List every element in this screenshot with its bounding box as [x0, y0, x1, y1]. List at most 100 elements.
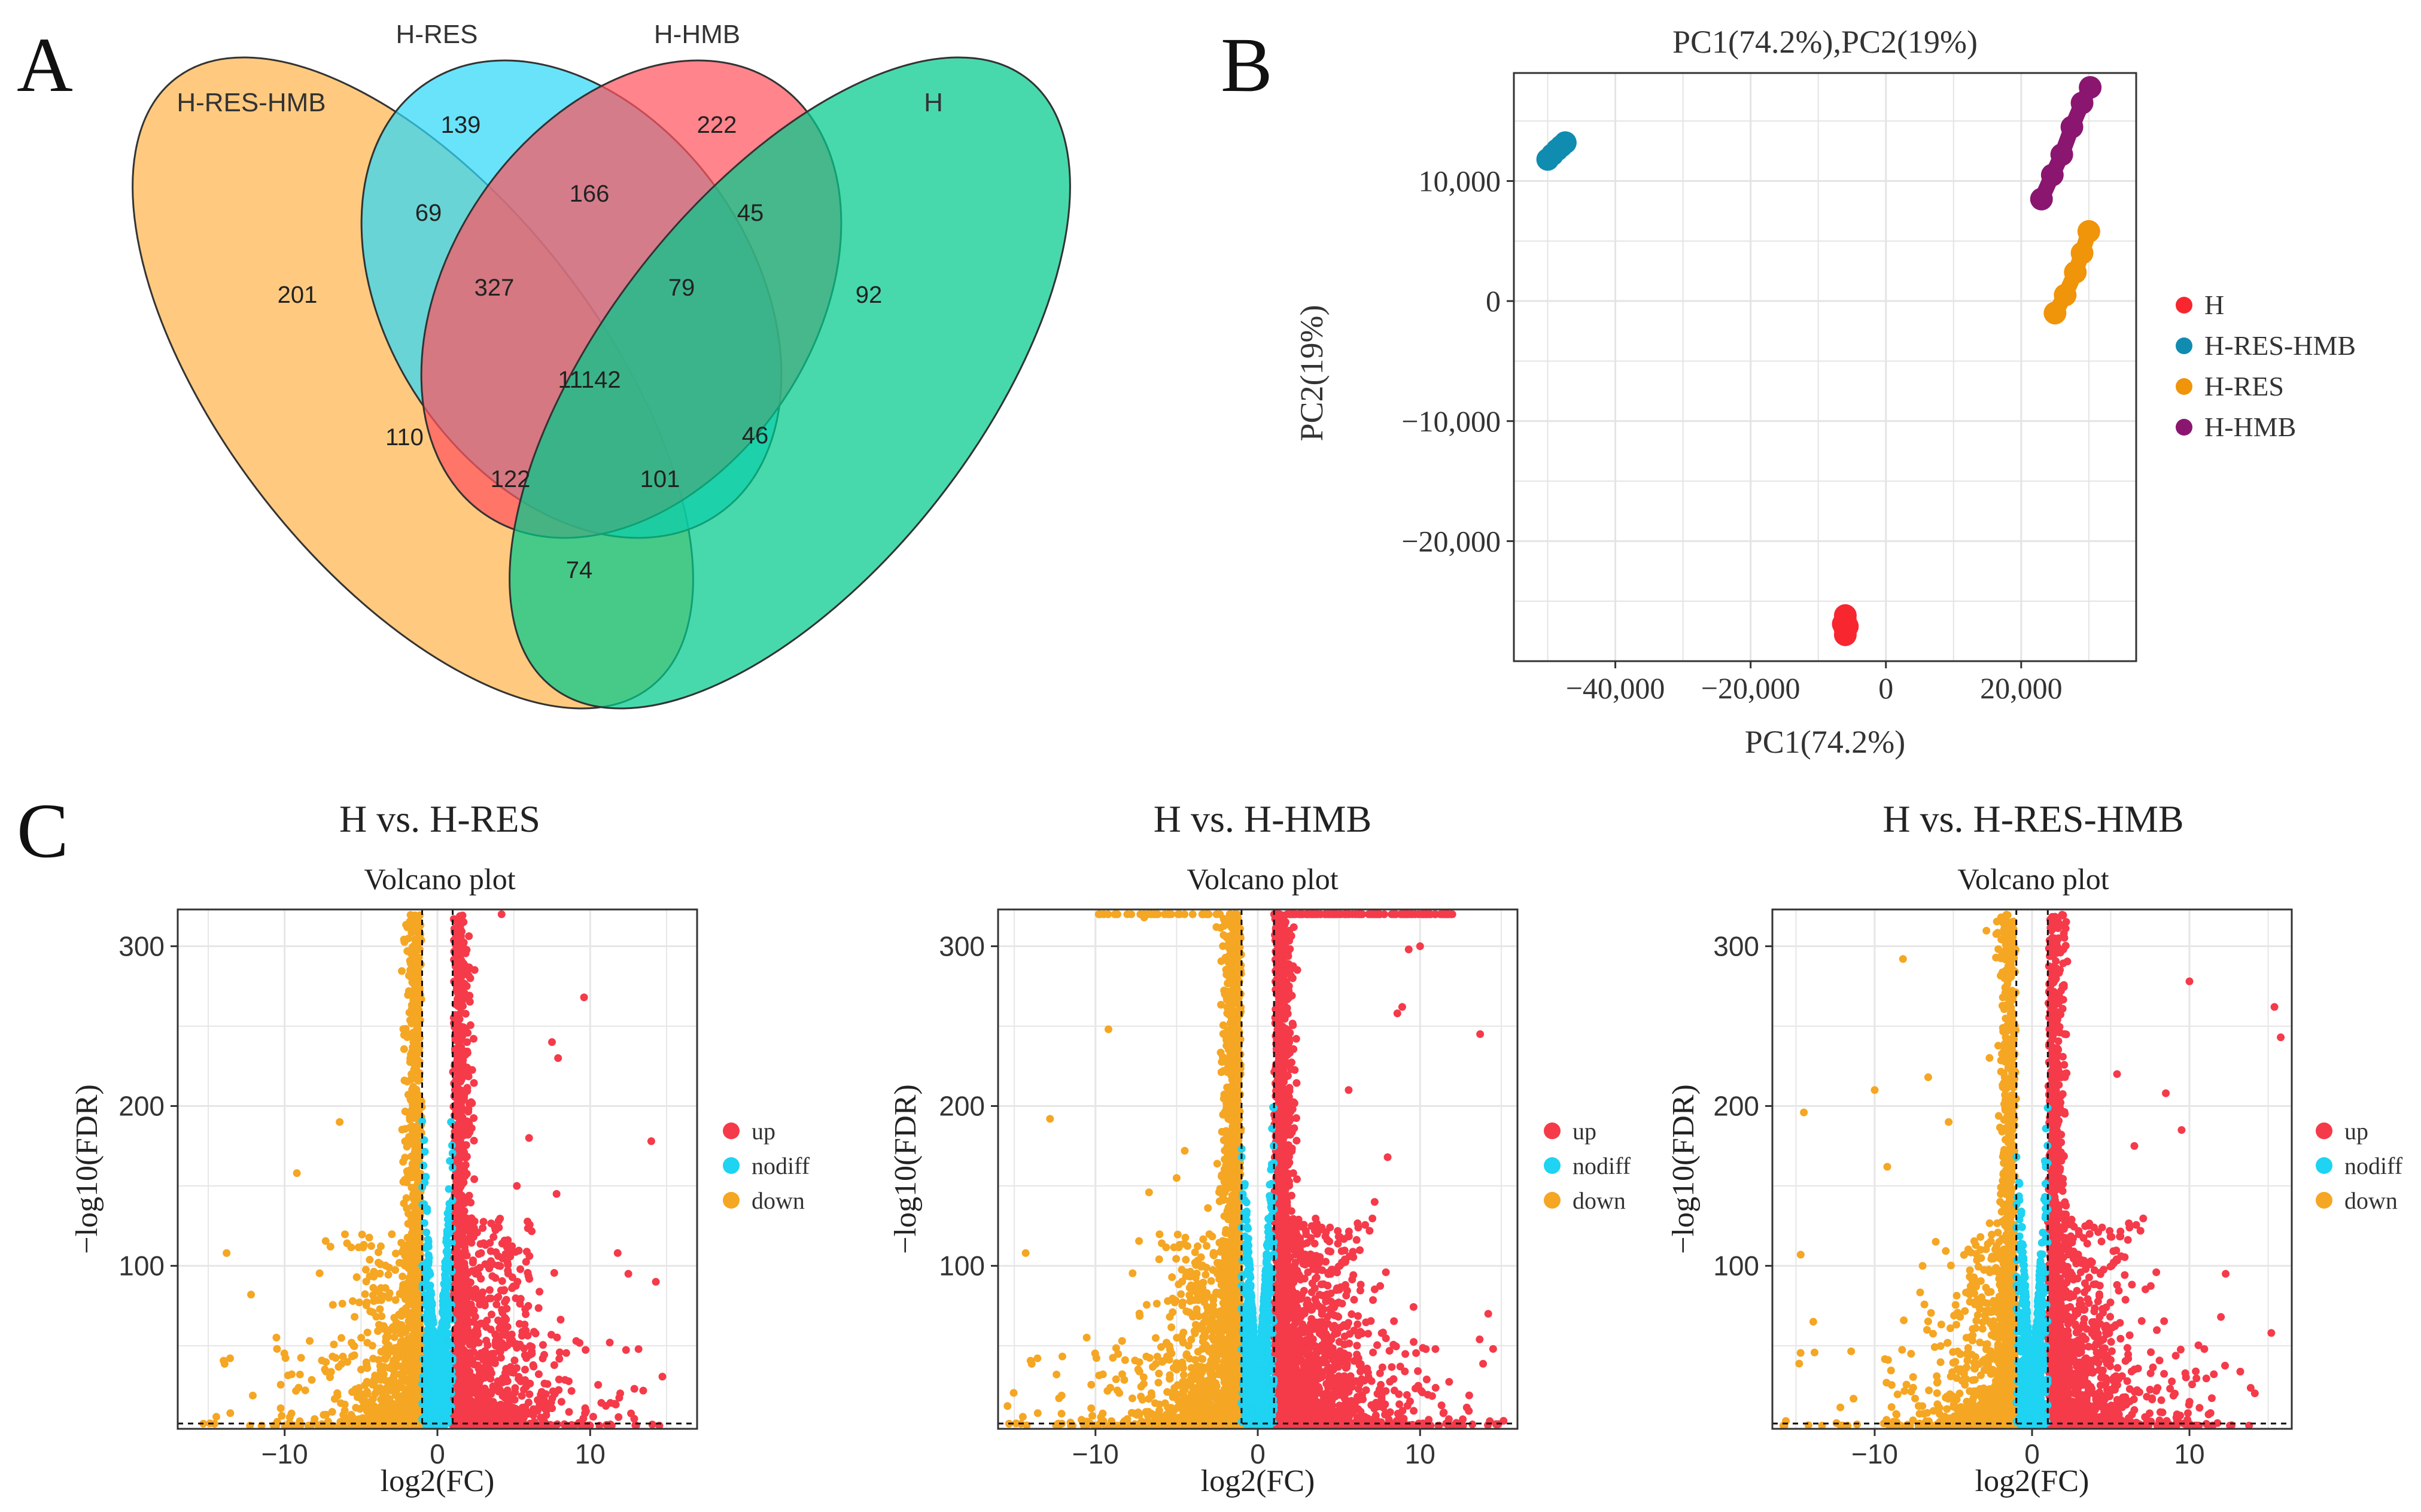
- pca-point: [1553, 131, 1577, 154]
- volcano-point: [383, 1326, 391, 1334]
- volcano-point: [483, 1394, 492, 1403]
- volcano-point: [333, 1392, 342, 1400]
- volcano-point: [369, 1355, 378, 1363]
- volcano-point: [402, 1304, 410, 1312]
- volcano-point: [555, 1386, 563, 1394]
- volcano-point: [510, 1356, 519, 1365]
- volcano-point: [555, 1375, 563, 1383]
- volcano-point: [494, 1261, 502, 1270]
- volcano-point: [536, 1288, 544, 1296]
- volcano-point: [471, 1313, 479, 1321]
- volcano-point: [470, 1136, 478, 1145]
- volcano-point: [400, 1031, 408, 1039]
- panel-label-a: A: [17, 22, 73, 108]
- volcano-point: [220, 1359, 229, 1368]
- volcano-point: [409, 1228, 417, 1236]
- volcano-point: [414, 1129, 422, 1137]
- volcano-point: [329, 1352, 337, 1361]
- volcano-point: [648, 1420, 656, 1429]
- volcano-point: [567, 1387, 576, 1395]
- volcano-point: [468, 1066, 476, 1074]
- volcano-point: [397, 1259, 406, 1267]
- volcano-point: [627, 1409, 635, 1417]
- venn-region-value: 101: [640, 466, 680, 492]
- pca-frame: [1513, 72, 2137, 662]
- volcano-point: [403, 947, 412, 956]
- volcano-point: [467, 1349, 475, 1357]
- volcano-point: [358, 1396, 367, 1404]
- volcano-point: [461, 1172, 469, 1181]
- volcano-point: [494, 1316, 502, 1325]
- volcano-point: [453, 917, 461, 926]
- volcano-point: [377, 1395, 385, 1404]
- volcano-point: [378, 1367, 387, 1375]
- volcano-point: [484, 1362, 492, 1370]
- volcano-point: [376, 1305, 384, 1313]
- volcano-point: [455, 1145, 464, 1154]
- volcano-point: [401, 1154, 409, 1162]
- volcano-point: [367, 1242, 375, 1250]
- volcano-point: [470, 1114, 478, 1122]
- volcano-point: [524, 1218, 532, 1226]
- volcano-point: [530, 1328, 538, 1336]
- volcano-point: [469, 1258, 477, 1267]
- volcano-point: [460, 1346, 468, 1354]
- volcano-point: [363, 1361, 371, 1369]
- volcano-point: [395, 1405, 403, 1414]
- volcano-point: [359, 1243, 367, 1252]
- volcano-point: [479, 1356, 488, 1364]
- volcano-point: [500, 1286, 509, 1294]
- volcano-point: [492, 1248, 500, 1257]
- volcano-point: [398, 967, 406, 975]
- venn-region-value: 45: [737, 200, 764, 226]
- volcano-point: [508, 1273, 516, 1282]
- volcano-point: [351, 1313, 359, 1321]
- volcano-point: [495, 1386, 504, 1394]
- volcano-point: [461, 1305, 469, 1313]
- volcano-point: [524, 1398, 533, 1407]
- volcano-point: [467, 1098, 475, 1106]
- legend-marker: [2176, 297, 2192, 314]
- volcano-point: [378, 1412, 386, 1420]
- volcano-point: [548, 1394, 556, 1403]
- volcano-point: [463, 1084, 472, 1092]
- volcano-point: [297, 1353, 305, 1362]
- volcano-point: [338, 1300, 346, 1308]
- volcano-point: [454, 964, 462, 972]
- venn-region-value: 166: [570, 181, 610, 207]
- volcano-point: [567, 1420, 576, 1429]
- volcano-point: [494, 1293, 503, 1301]
- volcano-point: [337, 1334, 345, 1342]
- volcano-point: [463, 1152, 471, 1161]
- volcano-point: [472, 1333, 480, 1341]
- volcano-point: [390, 1333, 399, 1341]
- volcano-point: [352, 1273, 361, 1281]
- volcano-point: [511, 1248, 519, 1256]
- volcano-point: [449, 1019, 458, 1027]
- volcano-point: [555, 1348, 564, 1356]
- venn-set-label: H-HMB: [654, 20, 740, 49]
- volcano-point: [408, 1387, 416, 1395]
- volcano-point: [504, 1261, 512, 1269]
- volcano-point: [473, 1228, 481, 1237]
- volcano-point: [518, 1392, 526, 1400]
- volcano-point: [412, 1090, 420, 1099]
- volcano-point: [412, 1208, 421, 1216]
- volcano-point: [308, 1376, 316, 1384]
- volcano-point: [466, 1367, 474, 1376]
- volcano-point: [464, 972, 473, 980]
- volcano-point: [480, 1301, 489, 1310]
- volcano-point: [361, 1265, 370, 1274]
- volcano-point: [454, 981, 462, 990]
- volcano-point: [454, 1404, 462, 1413]
- volcano-point: [395, 1321, 403, 1329]
- venn-region-value: 92: [856, 282, 883, 308]
- volcano-point: [489, 1233, 498, 1241]
- volcano-point: [470, 1389, 478, 1397]
- volcano-point: [589, 1413, 597, 1421]
- volcano-point: [371, 1371, 379, 1380]
- volcano-point: [486, 1374, 495, 1383]
- volcano-point: [470, 1360, 478, 1368]
